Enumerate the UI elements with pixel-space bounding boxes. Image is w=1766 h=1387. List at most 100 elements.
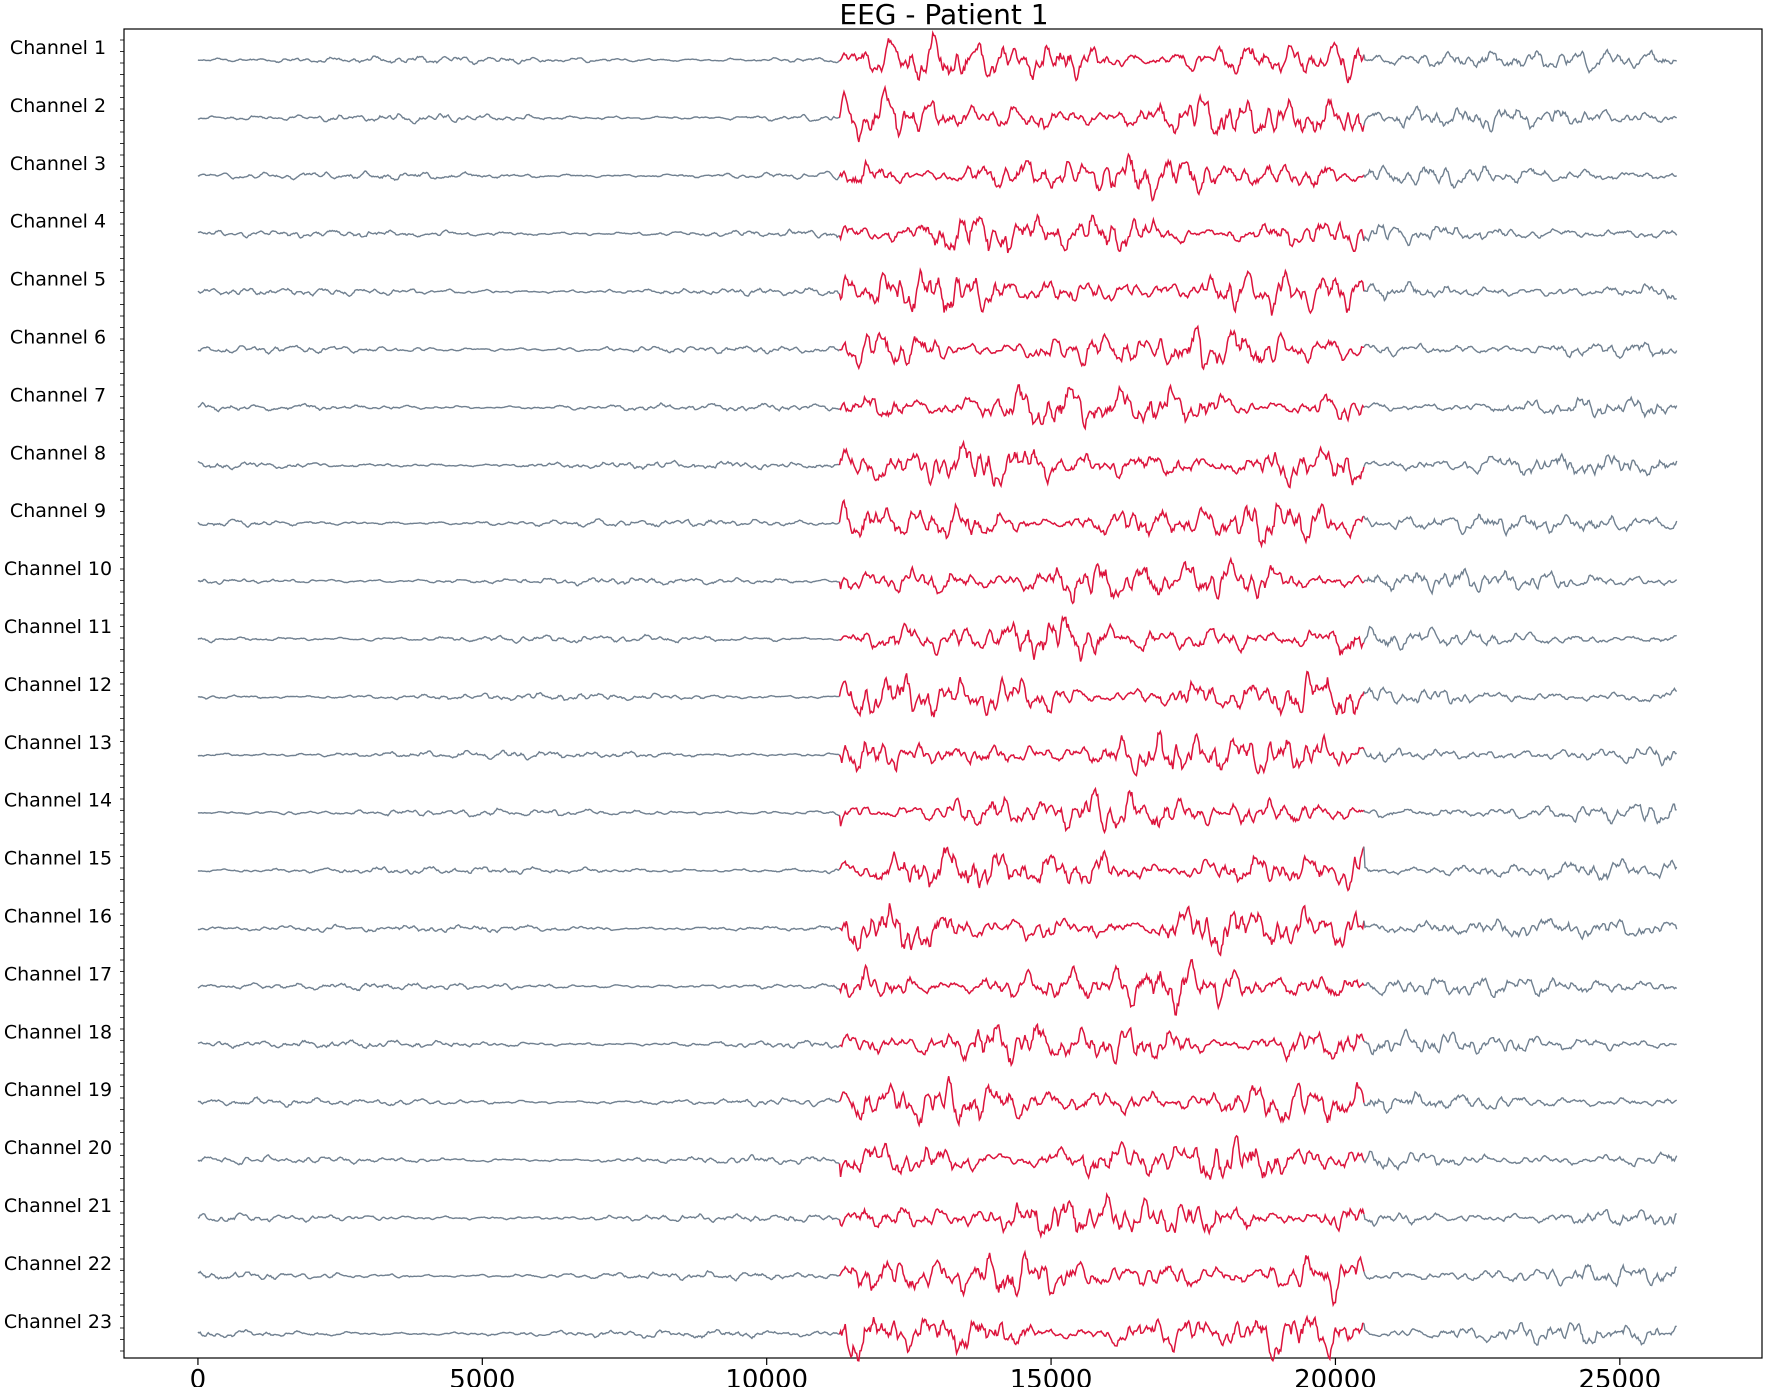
channel-trace [197, 556, 1678, 605]
trace-baseline-segment [197, 170, 841, 182]
trace-seizure-segment [839, 1022, 1365, 1068]
channel-trace [197, 958, 1678, 1016]
x-tick-label: 10000 [725, 1365, 808, 1387]
trace-baseline-segment [197, 633, 840, 644]
channel-trace [197, 903, 1678, 957]
channel-trace [197, 1249, 1677, 1308]
trace-post-segment [1363, 917, 1678, 941]
trace-seizure-segment [838, 958, 1365, 1016]
trace-baseline-segment [197, 749, 840, 761]
channel-trace [197, 152, 1678, 203]
trace-baseline-segment [197, 55, 840, 66]
channel-trace [197, 1191, 1677, 1239]
trace-baseline-segment [197, 287, 840, 298]
trace-post-segment [1363, 223, 1678, 247]
channel-trace [197, 383, 1678, 431]
channel-label: Channel 6 [10, 327, 106, 349]
channel-label: Channel 4 [10, 211, 106, 233]
channel-trace [197, 670, 1678, 718]
channel-label: Channel 14 [4, 790, 112, 812]
x-tick-label: 0 [190, 1365, 207, 1387]
channel-trace [197, 786, 1677, 835]
trace-baseline-segment [197, 344, 840, 355]
trace-seizure-segment [838, 498, 1365, 549]
trace-baseline-segment [197, 459, 840, 471]
trace-post-segment [1363, 105, 1677, 133]
channel-trace [197, 1134, 1678, 1180]
y-minor-ticks [120, 39, 124, 1352]
trace-post-segment [1363, 746, 1677, 767]
trace-post-segment [1363, 452, 1678, 478]
trace-seizure-segment [838, 786, 1365, 835]
trace-post-segment [1363, 686, 1678, 705]
channel-label: Channel 19 [4, 1079, 112, 1101]
trace-post-segment [1363, 513, 1678, 538]
trace-baseline-segment [197, 1328, 840, 1340]
trace-post-segment [1363, 281, 1677, 303]
x-tick-label: 15000 [1010, 1365, 1093, 1387]
trace-seizure-segment [838, 152, 1365, 203]
trace-post-segment [1363, 341, 1678, 360]
trace-seizure-segment [839, 30, 1365, 84]
channel-label: Channel 3 [10, 153, 106, 175]
channel-label: Channel 23 [4, 1311, 112, 1333]
trace-post-segment [1363, 625, 1677, 652]
trace-baseline-segment [197, 691, 840, 702]
trace-post-segment [1363, 1150, 1678, 1172]
trace-baseline-segment [197, 1212, 840, 1224]
trace-seizure-segment [838, 1134, 1365, 1180]
trace-baseline-segment [197, 807, 840, 818]
channel-trace [197, 846, 1678, 892]
trace-baseline-segment [197, 228, 840, 239]
trace-seizure-segment [838, 670, 1365, 718]
channel-trace [197, 1314, 1677, 1363]
channel-label: Channel 16 [4, 906, 112, 928]
trace-seizure-segment [838, 1314, 1364, 1363]
x-axis: 0 5000 10000 15000 20000 25000 [190, 1358, 1661, 1387]
channel-trace [197, 267, 1677, 316]
trace-seizure-segment [839, 614, 1365, 662]
channel-label: Channel 15 [4, 848, 112, 870]
channel-trace [197, 1022, 1677, 1068]
trace-seizure-segment [838, 846, 1365, 892]
channel-label: Channel 12 [4, 674, 112, 696]
trace-baseline-segment [197, 401, 840, 413]
trace-baseline-segment [197, 1039, 841, 1050]
trace-baseline-segment [197, 982, 840, 992]
channel-label: Channel 10 [4, 558, 112, 580]
channel-trace [197, 498, 1678, 549]
channel-label: Channel 11 [4, 616, 112, 638]
trace-post-segment [1363, 1028, 1677, 1056]
channel-label: Channel 21 [4, 1195, 112, 1217]
trace-seizure-segment [838, 1191, 1365, 1239]
trace-baseline-segment [197, 576, 840, 587]
channel-label: Channel 9 [10, 500, 106, 522]
channel-trace [197, 614, 1677, 662]
channel-label: Channel 18 [4, 1021, 112, 1043]
channel-label: Channel 1 [10, 37, 106, 59]
trace-seizure-segment [838, 556, 1365, 605]
trace-baseline-segment [197, 1269, 840, 1282]
x-tick-label: 20000 [1294, 1365, 1377, 1387]
channel-label: Channel 7 [10, 384, 106, 406]
trace-post-segment [1363, 803, 1677, 825]
trace-post-segment [1363, 846, 1678, 882]
trace-post-segment [1363, 48, 1677, 74]
trace-post-segment [1363, 395, 1678, 419]
channel-trace [197, 729, 1677, 777]
plot-frame [123, 28, 1763, 1359]
trace-post-segment [1363, 976, 1678, 999]
channel-label: Channel 22 [4, 1253, 112, 1275]
trace-seizure-segment [838, 729, 1365, 777]
trace-baseline-segment [197, 1096, 840, 1108]
channel-trace [197, 1076, 1678, 1128]
trace-seizure-segment [838, 84, 1365, 143]
trace-seizure-segment [838, 1076, 1365, 1128]
channel-label: Channel 5 [10, 269, 106, 291]
eeg-traces [197, 30, 1678, 1363]
trace-seizure-segment [839, 383, 1365, 431]
trace-baseline-segment [197, 112, 840, 125]
channel-label: Channel 2 [10, 95, 106, 117]
channel-label: Channel 8 [10, 442, 106, 464]
